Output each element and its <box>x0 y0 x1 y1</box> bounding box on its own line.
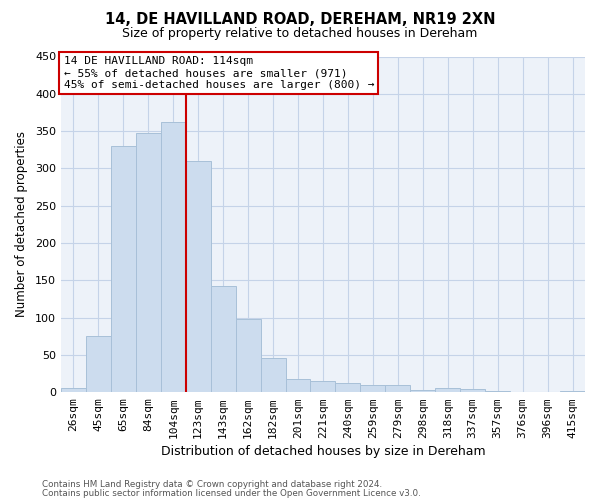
Bar <box>310 381 335 392</box>
Bar <box>61 388 86 392</box>
Bar <box>385 384 410 392</box>
Bar <box>211 286 236 392</box>
Text: Size of property relative to detached houses in Dereham: Size of property relative to detached ho… <box>122 28 478 40</box>
Bar <box>335 383 361 392</box>
Bar <box>161 122 186 392</box>
Bar <box>560 390 585 392</box>
Bar <box>485 390 510 392</box>
Bar <box>435 388 460 392</box>
Text: 14 DE HAVILLAND ROAD: 114sqm
← 55% of detached houses are smaller (971)
45% of s: 14 DE HAVILLAND ROAD: 114sqm ← 55% of de… <box>64 56 374 90</box>
X-axis label: Distribution of detached houses by size in Dereham: Distribution of detached houses by size … <box>161 444 485 458</box>
Text: Contains public sector information licensed under the Open Government Licence v3: Contains public sector information licen… <box>42 488 421 498</box>
Bar <box>260 358 286 392</box>
Bar <box>186 161 211 392</box>
Bar <box>410 390 435 392</box>
Bar <box>361 384 385 392</box>
Bar <box>136 132 161 392</box>
Y-axis label: Number of detached properties: Number of detached properties <box>15 132 28 318</box>
Text: Contains HM Land Registry data © Crown copyright and database right 2024.: Contains HM Land Registry data © Crown c… <box>42 480 382 489</box>
Bar <box>286 379 310 392</box>
Bar <box>86 336 111 392</box>
Bar <box>236 319 260 392</box>
Bar <box>111 146 136 392</box>
Bar <box>460 389 485 392</box>
Text: 14, DE HAVILLAND ROAD, DEREHAM, NR19 2XN: 14, DE HAVILLAND ROAD, DEREHAM, NR19 2XN <box>105 12 495 28</box>
